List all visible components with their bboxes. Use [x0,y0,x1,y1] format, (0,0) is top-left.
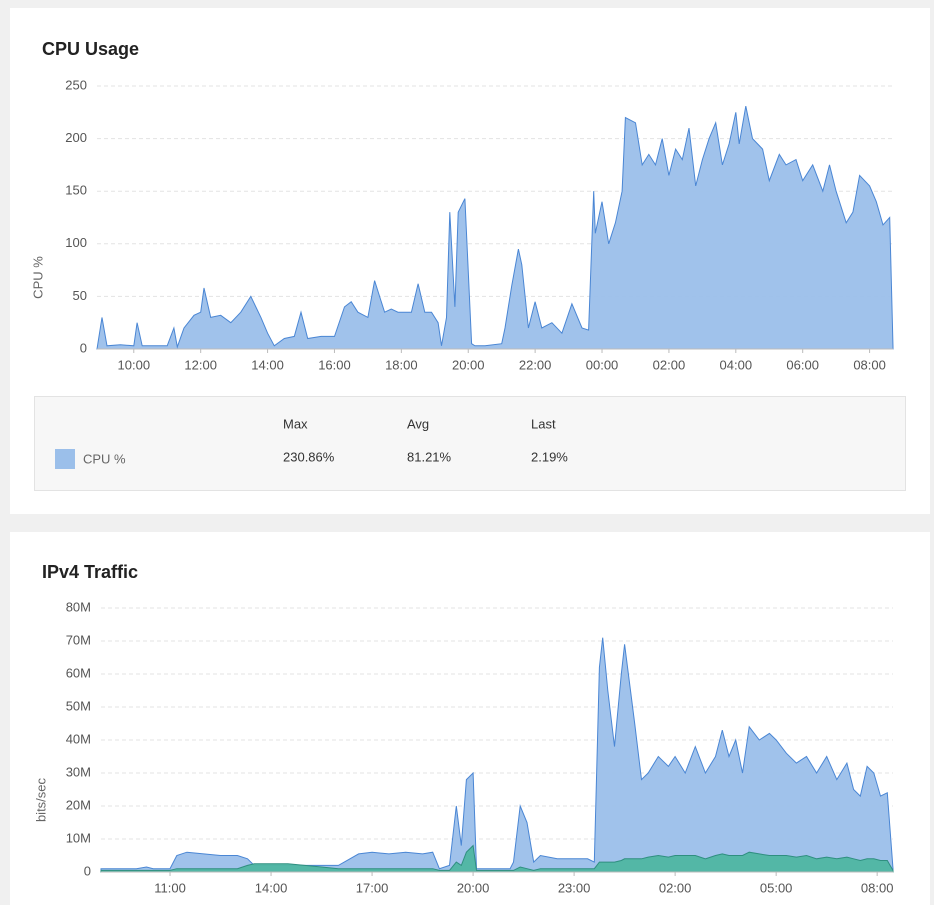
x-tick-label: 20:00 [452,357,485,372]
y-tick-label: 0 [84,863,91,878]
x-tick-label: 12:00 [184,357,217,372]
x-tick-label: 02:00 [653,357,686,372]
legend-value: 2.19% [531,449,568,464]
y-tick-label: 30M [66,764,91,779]
y-tick-label: 20M [66,797,91,812]
legend-value: 81.21% [407,449,452,464]
x-tick-label: 04:00 [720,357,753,372]
x-tick-label: 02:00 [659,880,692,895]
y-tick-label: 250 [65,77,87,92]
area [96,105,894,350]
x-tick-label: 06:00 [786,357,819,372]
x-tick-label: 22:00 [519,357,552,372]
y-tick-label: 70M [66,632,91,647]
x-tick-label: 14:00 [251,357,284,372]
x-tick-label: 08:00 [861,880,894,895]
x-tick-label: 23:00 [558,880,591,895]
x-tick-label: 00:00 [586,357,619,372]
y-tick-label: 80M [66,599,91,614]
x-tick-label: 14:00 [255,880,288,895]
chart-title: CPU Usage [42,39,139,59]
x-tick-label: 17:00 [356,880,389,895]
y-axis-label: bits/sec [33,777,48,822]
y-tick-label: 150 [65,183,87,198]
y-tick-label: 10M [66,830,91,845]
x-tick-label: 05:00 [760,880,793,895]
legend-name: CPU % [83,451,126,466]
chart-title: IPv4 Traffic [42,562,138,582]
x-tick-label: 11:00 [154,880,186,895]
x-tick-label: 16:00 [318,357,351,372]
y-tick-label: 200 [65,130,87,145]
y-tick-label: 100 [65,235,87,250]
y-tick-label: 50M [66,698,91,713]
legend-header: Last [531,416,556,431]
x-tick-label: 18:00 [385,357,418,372]
y-axis-label: CPU % [30,256,45,299]
area [100,844,894,873]
x-tick-label: 10:00 [118,357,151,372]
y-tick-label: 50 [73,288,87,303]
y-tick-label: 60M [66,665,91,680]
x-tick-label: 08:00 [853,357,886,372]
y-tick-label: 40M [66,731,91,746]
legend-header: Avg [407,416,429,431]
legend-swatch [55,449,75,469]
y-tick-label: 0 [80,340,87,355]
legend-value: 230.86% [283,449,335,464]
x-tick-label: 20:00 [457,880,490,895]
legend-box [34,396,906,491]
legend-header: Max [283,416,308,431]
